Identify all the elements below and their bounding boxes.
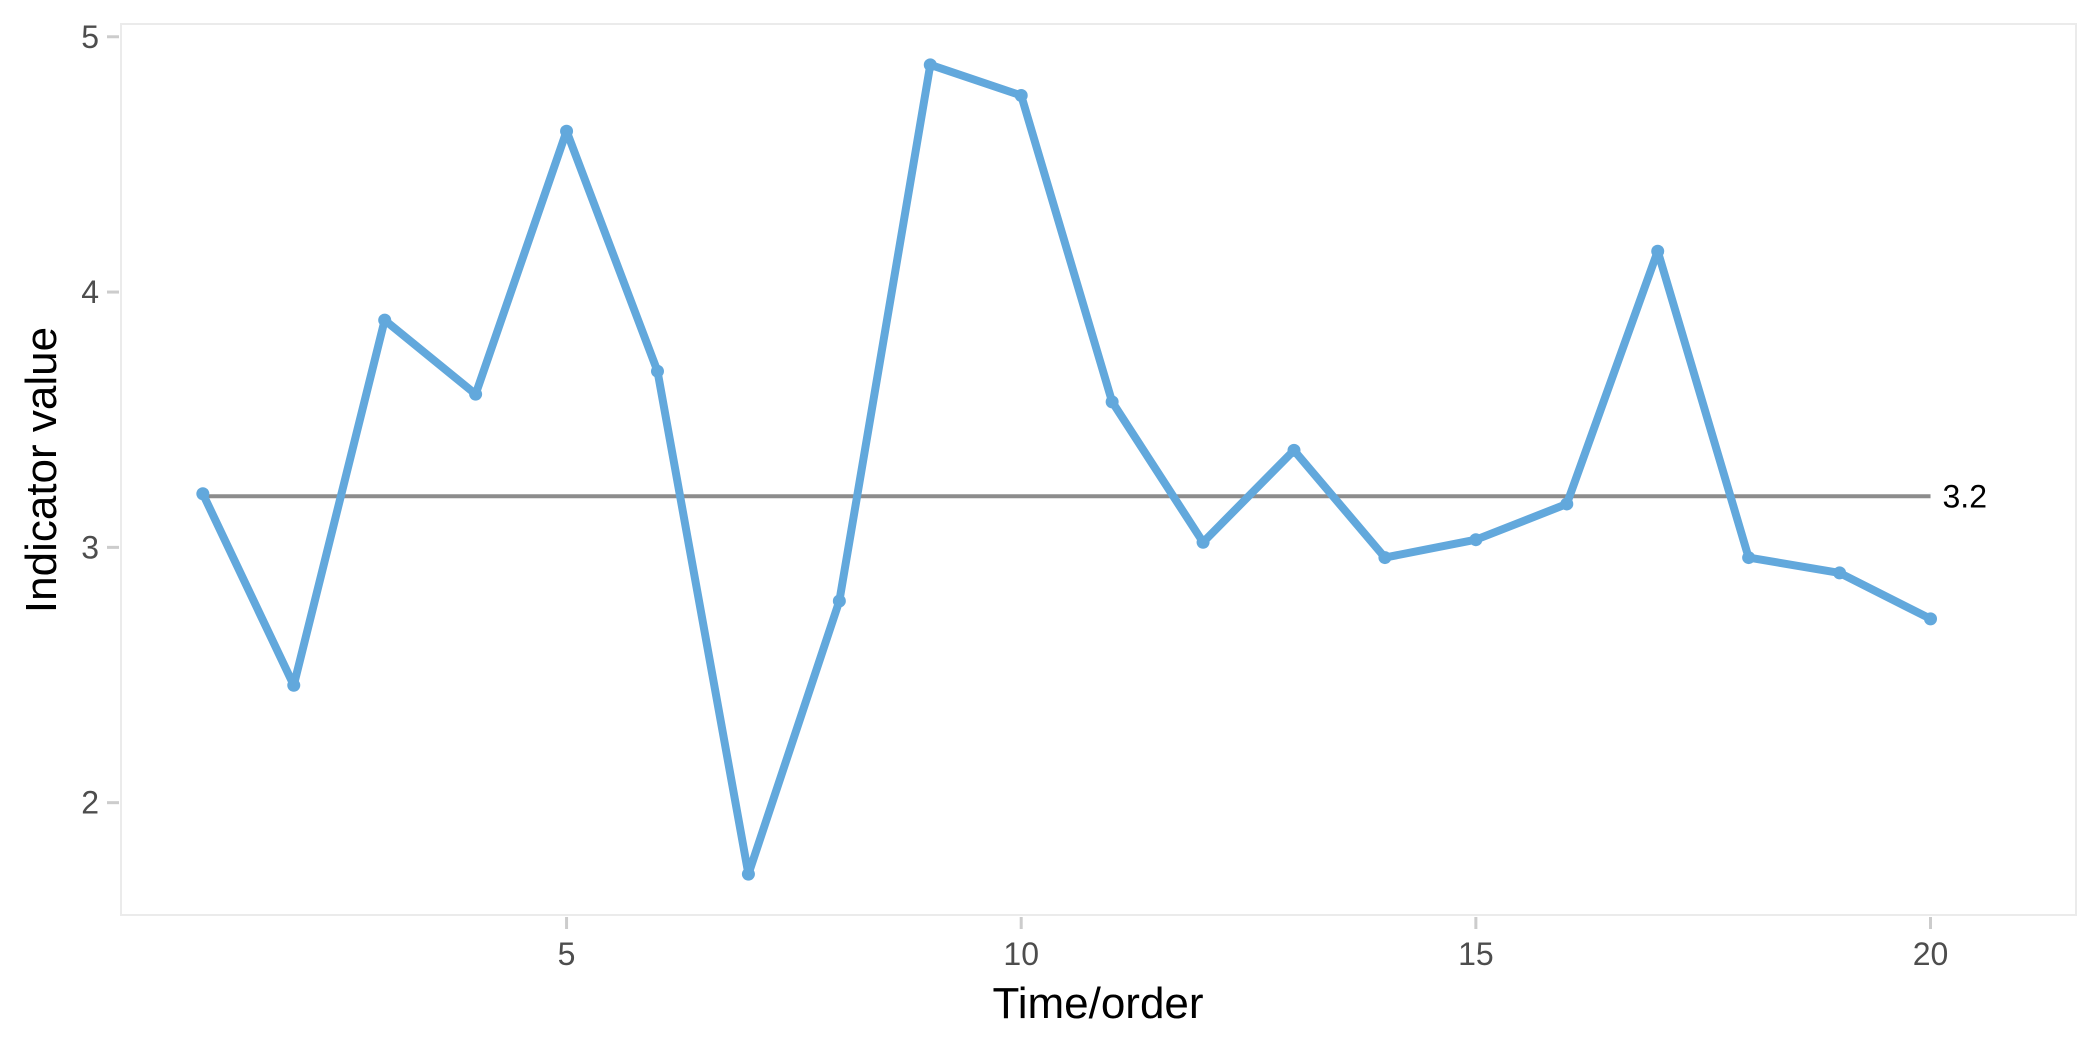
- data-point: [287, 678, 301, 692]
- data-point: [1105, 395, 1119, 409]
- data-point: [1742, 551, 1756, 565]
- x-axis: 5 10 15 20: [558, 917, 1949, 972]
- data-point: [1924, 612, 1938, 626]
- data-point: [741, 867, 755, 881]
- data-point: [1833, 566, 1847, 580]
- y-tick-label: 4: [81, 274, 99, 310]
- x-tick-label: 5: [558, 936, 576, 972]
- data-point: [650, 364, 664, 378]
- x-tick-label: 20: [1913, 936, 1949, 972]
- data-point: [832, 594, 846, 608]
- data-point: [469, 387, 483, 401]
- data-point: [1196, 535, 1210, 549]
- data-point: [1651, 244, 1665, 258]
- data-point: [560, 124, 574, 138]
- x-axis-title: Time/order: [992, 979, 1203, 1028]
- data-point: [1014, 88, 1028, 102]
- y-axis-title: Indicator value: [17, 327, 66, 613]
- data-point: [923, 58, 937, 72]
- data-point: [1469, 533, 1483, 547]
- y-tick-label: 2: [81, 785, 99, 821]
- data-points: [196, 58, 1938, 881]
- data-point: [1378, 551, 1392, 565]
- x-tick-label: 15: [1458, 936, 1494, 972]
- x-tick-label: 10: [1003, 936, 1039, 972]
- data-point: [196, 487, 210, 501]
- y-tick-label: 3: [81, 529, 99, 565]
- panel-border: [120, 23, 2077, 916]
- y-tick-label: 5: [81, 19, 99, 55]
- reference-line-label: 3.2: [1943, 478, 1987, 514]
- data-point: [1287, 443, 1301, 457]
- data-point: [378, 313, 392, 327]
- series-line: [198, 60, 1935, 879]
- y-axis: 2 3 4 5: [81, 19, 119, 821]
- data-point: [1560, 497, 1574, 511]
